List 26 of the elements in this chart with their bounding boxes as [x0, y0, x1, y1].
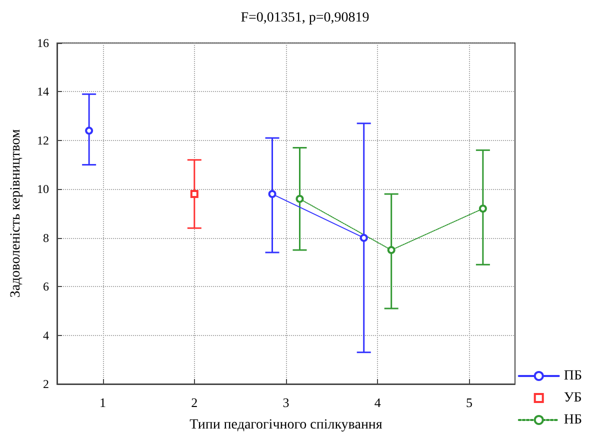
- x-tick-label: 3: [282, 395, 290, 410]
- y-axis-title: Задоволеність керівництвом: [8, 129, 24, 298]
- point: [387, 246, 396, 254]
- x-tick-label: 2: [191, 395, 198, 410]
- point: [85, 126, 94, 135]
- y-tick-label: 6: [43, 280, 49, 294]
- y-tick-label: 2: [43, 377, 49, 391]
- x-tick-label: 5: [466, 395, 472, 410]
- point: [360, 234, 368, 242]
- legend-label: ПБ: [564, 368, 582, 384]
- legend-label: УБ: [564, 390, 582, 406]
- point: [190, 190, 198, 198]
- point: [296, 194, 304, 203]
- chart-title: F=0,01351, p=0,90819: [240, 10, 370, 26]
- y-tick-label: 10: [37, 182, 49, 196]
- x-axis-title: Типи педагогічного спілкування: [190, 418, 383, 432]
- point: [268, 190, 276, 198]
- y-tick-label: 16: [37, 36, 49, 50]
- y-tick-label: 12: [37, 133, 49, 148]
- point: [478, 204, 487, 213]
- y-tick-label: 4: [43, 328, 49, 342]
- legend-label: НБ: [564, 412, 582, 428]
- y-tick-label: 8: [43, 230, 49, 245]
- y-tick-label: 14: [37, 84, 49, 99]
- x-tick-label: 1: [100, 395, 106, 410]
- x-tick-label: 4: [374, 395, 382, 410]
